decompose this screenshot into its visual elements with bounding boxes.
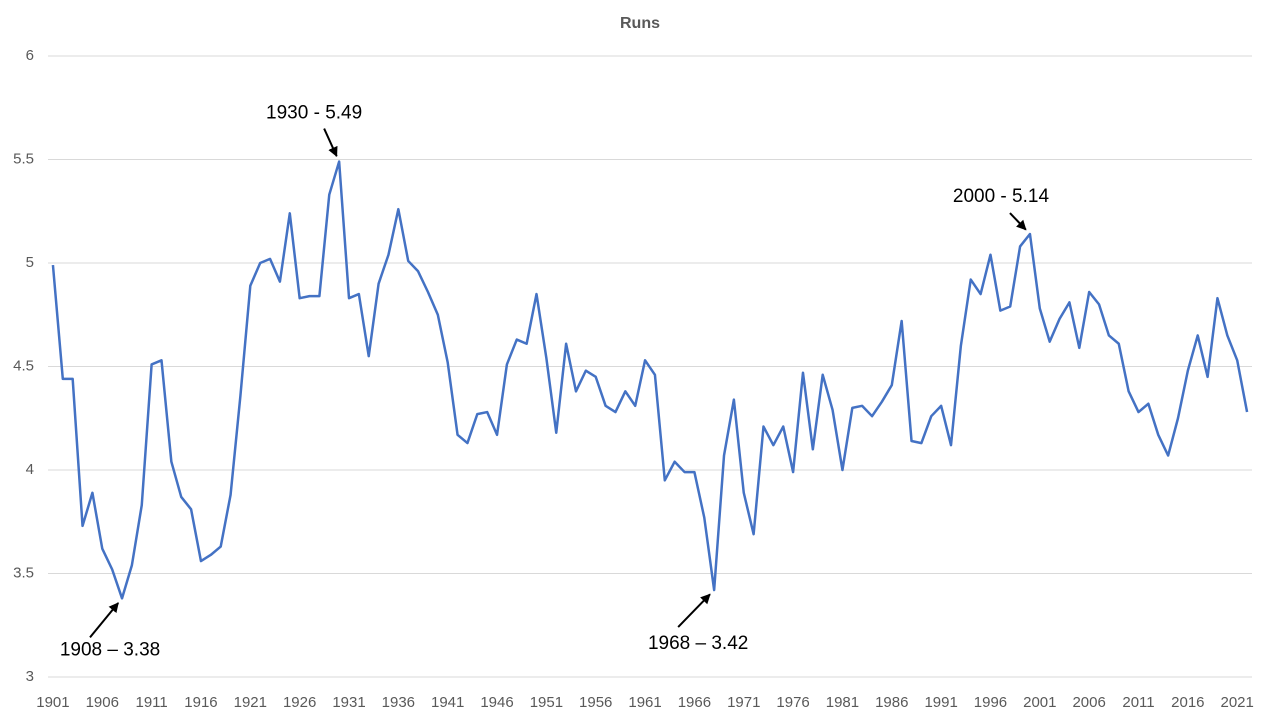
y-tick-label: 5 <box>26 254 34 271</box>
x-tick-label: 1981 <box>826 694 859 711</box>
x-tick-label: 1916 <box>184 694 217 711</box>
y-tick-label: 4.5 <box>13 357 34 374</box>
x-tick-label: 1996 <box>974 694 1007 711</box>
x-tick-label: 1936 <box>382 694 415 711</box>
x-tick-label: 1956 <box>579 694 612 711</box>
x-tick-label: 2006 <box>1072 694 1105 711</box>
x-tick-label: 1986 <box>875 694 908 711</box>
x-tick-label: 1931 <box>332 694 365 711</box>
x-tick-label: 1966 <box>678 694 711 711</box>
x-tick-label: 1941 <box>431 694 464 711</box>
x-tick-label: 2001 <box>1023 694 1056 711</box>
x-tick-label: 1911 <box>135 694 167 711</box>
x-tick-label: 1971 <box>727 694 760 711</box>
x-tick-label: 1976 <box>776 694 809 711</box>
annotation-arrow <box>323 128 338 158</box>
y-tick-label: 4 <box>26 461 34 478</box>
x-tick-label: 1946 <box>480 694 513 711</box>
y-tick-label: 3 <box>26 668 34 685</box>
annotation-arrow <box>1009 212 1027 231</box>
x-tick-label: 1901 <box>36 694 69 711</box>
y-tick-label: 5.5 <box>13 150 34 167</box>
annotation-arrow <box>89 602 119 638</box>
x-tick-label: 1921 <box>234 694 267 711</box>
annotation: 1908 – 3.38 <box>60 639 160 660</box>
annotation: 1930 - 5.49 <box>266 103 362 124</box>
x-tick-label: 1926 <box>283 694 316 711</box>
x-tick-label: 1991 <box>924 694 957 711</box>
x-tick-label: 2016 <box>1171 694 1204 711</box>
x-tick-label: 1961 <box>628 694 661 711</box>
data-line <box>51 160 1249 600</box>
annotation: 1968 – 3.42 <box>648 633 748 654</box>
y-tick-label: 3.5 <box>13 564 34 581</box>
x-tick-label: 2021 <box>1221 694 1254 711</box>
y-tick-label: 6 <box>26 47 34 64</box>
annotation: 2000 - 5.14 <box>953 186 1050 207</box>
annotation-arrow <box>677 593 711 628</box>
x-tick-label: 1906 <box>86 694 119 711</box>
chart-title: Runs <box>620 15 660 32</box>
x-tick-label: 2011 <box>1122 694 1154 711</box>
x-tick-label: 1951 <box>530 694 563 711</box>
